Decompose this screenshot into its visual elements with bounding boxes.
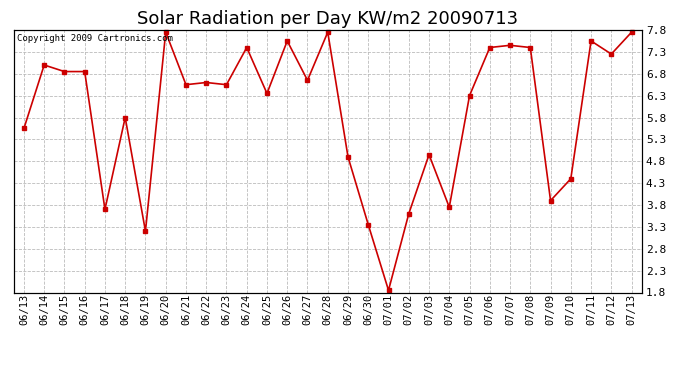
Title: Solar Radiation per Day KW/m2 20090713: Solar Radiation per Day KW/m2 20090713 — [137, 10, 518, 28]
Text: Copyright 2009 Cartronics.com: Copyright 2009 Cartronics.com — [17, 34, 172, 43]
